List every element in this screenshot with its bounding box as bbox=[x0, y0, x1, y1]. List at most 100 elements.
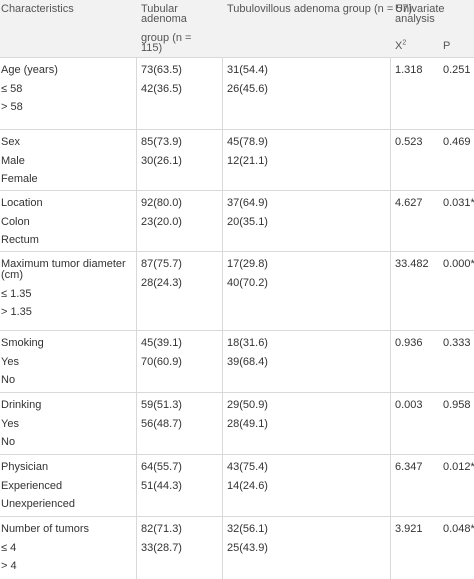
cell-tubular: 64(55.7) bbox=[141, 461, 182, 473]
row-sublabel: ≤ 1.35 bbox=[1, 287, 32, 300]
cell-tubular: 45(39.1) bbox=[141, 337, 182, 349]
column-divider bbox=[222, 454, 223, 516]
cell-tubular: 23(20.0) bbox=[141, 215, 182, 228]
cell-tubulovillous: 29(50.9) bbox=[227, 399, 268, 411]
cell-tubular: 87(75.7) bbox=[141, 258, 182, 270]
cell-p-value: 0.012* bbox=[443, 461, 474, 473]
row-sublabel: ≤ 4 bbox=[1, 541, 17, 554]
row-divider bbox=[0, 392, 474, 393]
table-header bbox=[0, 0, 474, 57]
cell-tubulovillous: 12(21.1) bbox=[227, 154, 268, 167]
column-divider bbox=[222, 190, 223, 251]
cell-tubulovillous: 37(64.9) bbox=[227, 197, 268, 209]
column-divider bbox=[390, 190, 391, 251]
cell-tubulovillous: 39(68.4) bbox=[227, 355, 268, 368]
cell-tubulovillous: 20(35.1) bbox=[227, 215, 268, 228]
row-sublabel: Yes bbox=[1, 417, 19, 430]
row-sublabel: Male bbox=[1, 154, 25, 167]
column-divider bbox=[390, 454, 391, 516]
column-divider bbox=[390, 392, 391, 454]
row-sublabel: Yes bbox=[1, 355, 19, 368]
column-divider bbox=[136, 251, 137, 330]
header-characteristics: Characteristics bbox=[1, 3, 74, 15]
row-divider bbox=[0, 516, 474, 517]
cell-tubular: 51(44.3) bbox=[141, 479, 182, 492]
cell-tubular: 42(36.5) bbox=[141, 82, 182, 95]
cell-tubular: 56(48.7) bbox=[141, 417, 182, 430]
cell-p-value: 0.333 bbox=[443, 337, 471, 349]
header-univariate-line1: Univariate bbox=[395, 3, 445, 15]
cell-p-value: 0.469 bbox=[443, 136, 471, 148]
column-divider bbox=[390, 516, 391, 579]
row-sublabel: No bbox=[1, 374, 16, 386]
row-label: Drinking bbox=[1, 399, 42, 411]
cell-tubulovillous: 14(24.6) bbox=[227, 479, 268, 492]
row-divider bbox=[0, 57, 474, 58]
cell-p-value: 0.000* bbox=[443, 258, 474, 270]
row-label: Location bbox=[1, 197, 43, 209]
cell-p-value: 0.251 bbox=[443, 64, 471, 76]
header-chi-superscript: 2 bbox=[402, 39, 407, 47]
cell-tubulovillous: 40(70.2) bbox=[227, 276, 268, 289]
row-label: Sex bbox=[1, 136, 20, 148]
cell-tubulovillous: 18(31.6) bbox=[227, 337, 268, 349]
cell-chi-square: 3.921 bbox=[395, 523, 423, 535]
row-sublabel: > 1.35 bbox=[1, 306, 32, 318]
cell-p-value: 0.031* bbox=[443, 197, 474, 209]
column-divider bbox=[222, 516, 223, 579]
column-divider bbox=[390, 129, 391, 190]
column-divider bbox=[222, 57, 223, 129]
column-divider bbox=[390, 330, 391, 392]
cell-tubulovillous: 17(29.8) bbox=[227, 258, 268, 270]
column-divider bbox=[136, 330, 137, 392]
row-sublabel: Unexperienced bbox=[1, 498, 75, 510]
header-chi-square: X2 bbox=[395, 39, 407, 52]
row-sublabel: Experienced bbox=[1, 479, 63, 492]
cell-tubulovillous: 26(45.6) bbox=[227, 82, 268, 95]
cell-p-value: 0.048* bbox=[443, 523, 474, 535]
header-tubular-line2: adenoma bbox=[141, 13, 187, 25]
cell-tubular: 82(71.3) bbox=[141, 523, 182, 535]
cell-tubular: 70(60.9) bbox=[141, 355, 182, 368]
row-divider bbox=[0, 454, 474, 455]
row-label: Age (years) bbox=[1, 64, 58, 76]
cell-chi-square: 0.936 bbox=[395, 337, 423, 349]
column-divider bbox=[136, 129, 137, 190]
cell-tubular: 85(73.9) bbox=[141, 136, 182, 148]
cell-tubulovillous: 45(78.9) bbox=[227, 136, 268, 148]
column-divider bbox=[222, 129, 223, 190]
column-divider bbox=[136, 454, 137, 516]
cell-tubular: 30(26.1) bbox=[141, 154, 182, 167]
header-chi-label: X bbox=[395, 40, 403, 52]
cell-p-value: 0.958 bbox=[443, 399, 471, 411]
row-divider bbox=[0, 129, 474, 130]
cell-chi-square: 4.627 bbox=[395, 197, 423, 209]
cell-tubulovillous: 43(75.4) bbox=[227, 461, 268, 473]
row-label: Number of tumors bbox=[1, 523, 90, 535]
header-univariate-line2: analysis bbox=[395, 13, 435, 25]
cell-tubular: 59(51.3) bbox=[141, 399, 182, 411]
column-divider bbox=[136, 516, 137, 579]
row-label: Physician bbox=[1, 461, 49, 473]
column-divider bbox=[136, 57, 137, 129]
column-divider bbox=[390, 251, 391, 330]
header-tubulovillous: Tubulovillous adenoma group (n = 57) bbox=[227, 4, 412, 15]
cell-tubulovillous: 32(56.1) bbox=[227, 523, 268, 535]
row-sublabel: > 58 bbox=[1, 101, 23, 113]
cell-tubular: 33(28.7) bbox=[141, 541, 182, 554]
header-tubular-group-line2: 115) bbox=[141, 42, 163, 54]
row-sublabel: (cm) bbox=[1, 269, 23, 281]
row-sublabel: ≤ 58 bbox=[1, 82, 23, 95]
column-divider bbox=[390, 57, 391, 129]
column-divider bbox=[222, 251, 223, 330]
header-tubulovillous-n: (n = 57) bbox=[373, 3, 413, 15]
cell-chi-square: 0.523 bbox=[395, 136, 423, 148]
header-tubulovillous-label: Tubulovillous adenoma group bbox=[227, 3, 371, 15]
row-sublabel: > 4 bbox=[1, 560, 17, 572]
cell-tubulovillous: 25(43.9) bbox=[227, 541, 268, 554]
column-divider bbox=[136, 392, 137, 454]
cell-tubular: 28(24.3) bbox=[141, 276, 182, 289]
column-divider bbox=[222, 392, 223, 454]
header-p: P bbox=[443, 40, 451, 52]
row-divider bbox=[0, 330, 474, 331]
